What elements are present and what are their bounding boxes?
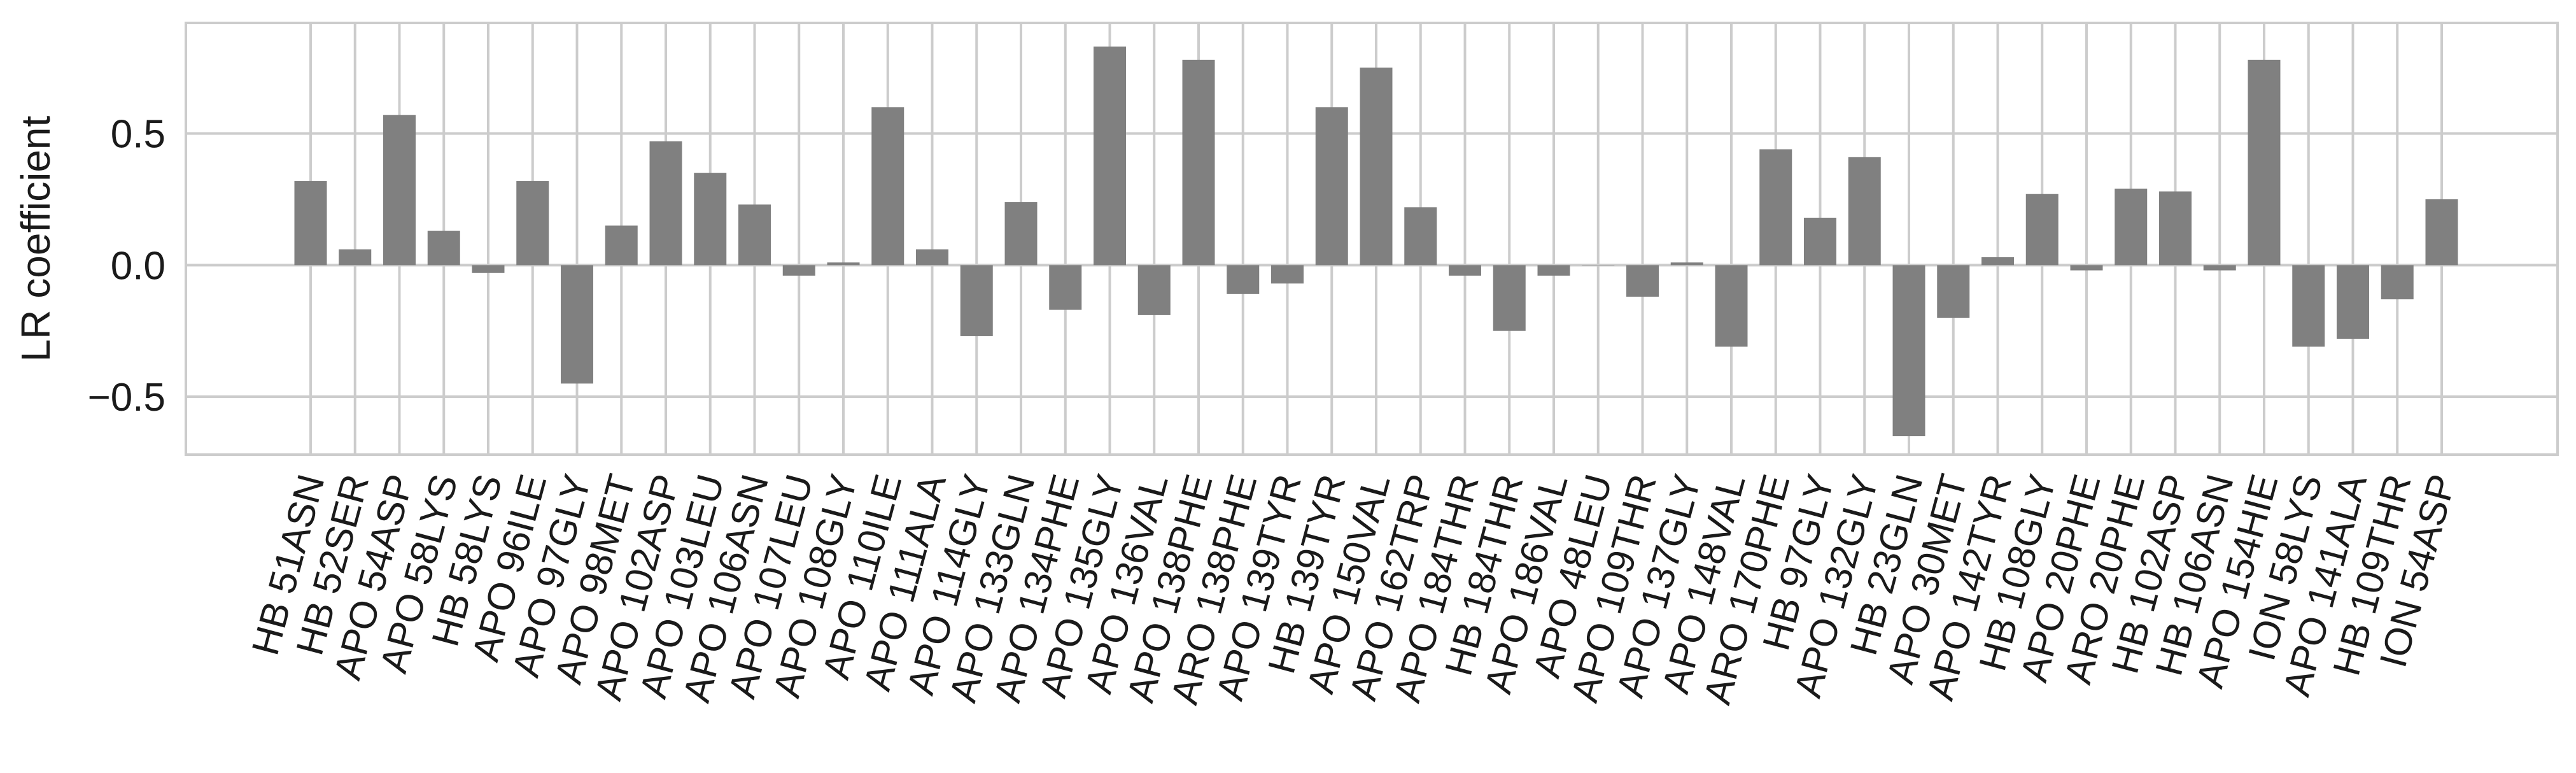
bar — [871, 107, 904, 266]
bar — [2381, 265, 2414, 300]
bar — [1137, 265, 1171, 315]
bar — [738, 204, 771, 266]
bar — [649, 141, 682, 266]
bar — [1670, 262, 1703, 266]
bar — [383, 115, 416, 266]
bar — [1493, 265, 1526, 331]
bar — [1804, 217, 1836, 266]
bar — [2425, 199, 2458, 266]
bar — [2159, 191, 2192, 266]
bar — [1626, 265, 1659, 297]
bar — [1360, 67, 1393, 266]
bar — [2025, 194, 2059, 266]
bar — [694, 173, 727, 266]
bar — [1537, 265, 1570, 276]
y-axis-label: LR coefficient — [13, 115, 59, 362]
bar — [1759, 149, 1792, 266]
bar — [1227, 265, 1260, 294]
plot-area-frame — [185, 22, 2559, 456]
bar — [1582, 265, 1615, 266]
bar — [1094, 46, 1126, 266]
bars — [294, 46, 2458, 437]
bar — [1315, 107, 1348, 266]
bar — [516, 181, 549, 266]
bar — [960, 265, 993, 336]
y-tick-label: 0.5 — [111, 113, 165, 157]
bar — [2203, 265, 2236, 271]
bar — [427, 230, 460, 266]
bar — [472, 265, 505, 273]
bar — [605, 225, 638, 266]
bar — [916, 249, 948, 266]
bar — [1848, 157, 1881, 266]
bar — [1981, 257, 2014, 266]
bar — [827, 262, 860, 266]
bar — [1715, 265, 1748, 347]
bar — [1049, 265, 1082, 310]
y-tick-label: −0.5 — [88, 376, 165, 420]
bar — [2070, 265, 2103, 271]
bar — [782, 265, 815, 276]
bar — [2292, 265, 2325, 347]
bar — [339, 249, 372, 266]
bar — [1182, 59, 1215, 266]
bar — [1404, 207, 1437, 266]
y-tick-label: 0.0 — [111, 244, 165, 288]
bar — [1271, 265, 1304, 284]
y-tick-labels: −0.5 0.0 0.5 — [88, 113, 165, 420]
bar — [1937, 265, 1970, 318]
bar — [294, 181, 327, 266]
bar — [1892, 265, 1925, 437]
bar — [1449, 265, 1481, 276]
bar — [2115, 188, 2148, 266]
bar — [2248, 59, 2281, 266]
bar — [2337, 265, 2369, 339]
bar — [1004, 202, 1038, 266]
bar — [561, 265, 593, 384]
